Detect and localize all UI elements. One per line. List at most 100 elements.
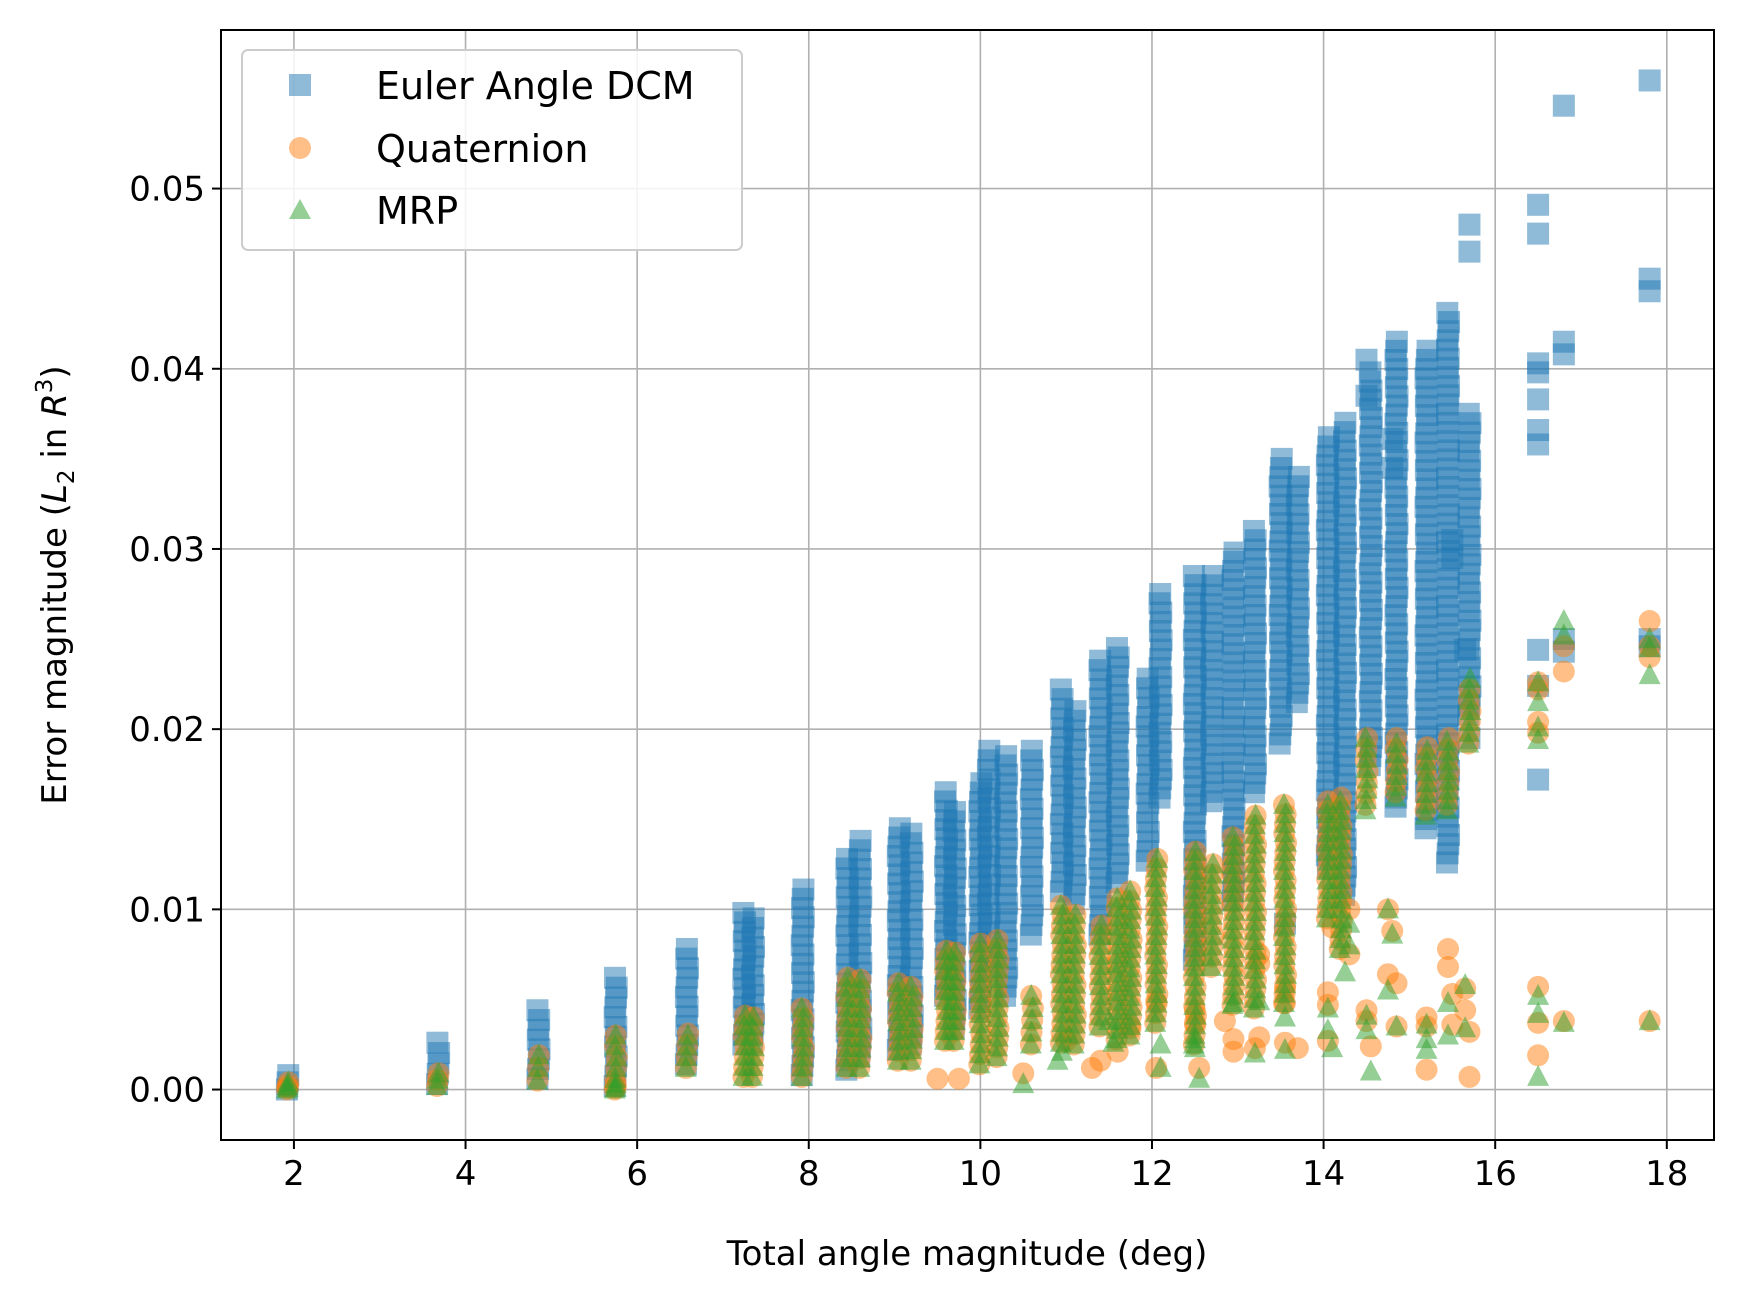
- triangle-marker-series-2: [836, 965, 859, 987]
- circle-marker-series-1: [1527, 1044, 1550, 1067]
- square-marker-series-0: [1638, 280, 1661, 303]
- triangle-marker-series-2: [1222, 991, 1245, 1013]
- square-marker-series-0: [1182, 564, 1205, 587]
- triangle-marker-series-2: [1020, 1020, 1043, 1042]
- square-marker-series-0: [849, 829, 872, 852]
- triangle-marker-series-2: [1457, 731, 1480, 753]
- square-marker-series-0: [1064, 700, 1087, 723]
- triangle-marker-series-2: [1454, 973, 1477, 995]
- triangle-marker-series-2: [1527, 715, 1550, 737]
- square-marker-series-0: [1270, 447, 1293, 470]
- square-marker-series-0: [1416, 339, 1439, 362]
- triangle-marker-series-2: [1019, 1032, 1042, 1054]
- y-tick-label: 0.01: [129, 890, 205, 930]
- triangle-marker-series-2: [1273, 1005, 1296, 1027]
- circle-marker-series-1: [1458, 1065, 1481, 1088]
- triangle-marker-series-2: [1272, 792, 1295, 814]
- triangle-marker-series-2: [899, 1048, 922, 1070]
- triangle-marker-series-2: [1149, 1032, 1172, 1054]
- square-marker-series-0: [1020, 739, 1043, 762]
- circle-marker-series-1: [1437, 956, 1460, 979]
- triangle-marker-series-2: [1020, 983, 1043, 1005]
- plot-frame: [220, 29, 1715, 1141]
- triangle-marker-series-2: [1414, 760, 1437, 782]
- triangle-marker-series-2: [1090, 913, 1113, 935]
- triangle-marker-series-2: [1376, 897, 1399, 919]
- triangle-marker-series-2: [1359, 1059, 1382, 1081]
- square-marker-series-0: [792, 878, 815, 901]
- triangle-marker-series-2: [899, 974, 922, 996]
- square-marker-series-0: [1638, 69, 1661, 92]
- x-tick-label: 8: [798, 1154, 820, 1194]
- legend-square-marker: [289, 74, 311, 96]
- legend-triangle-marker: [289, 199, 311, 219]
- triangle-marker-series-2: [1183, 1036, 1206, 1058]
- triangle-marker-series-2: [1527, 1064, 1550, 1086]
- square-marker-series-0: [1458, 240, 1481, 263]
- triangle-marker-series-2: [943, 940, 966, 962]
- triangle-marker-series-2: [1454, 1016, 1477, 1038]
- triangle-marker-series-2: [1552, 609, 1575, 631]
- triangle-marker-series-2: [527, 1043, 550, 1065]
- triangle-marker-series-2: [674, 1055, 697, 1077]
- circle-marker-series-1: [1248, 1026, 1271, 1049]
- triangle-marker-series-2: [900, 1006, 923, 1028]
- axis-ticks: 2 4 6 8 10 12 14 16 18 0.00 0.01 0.02 0.03 0.04 0.05: [129, 170, 1688, 1194]
- y-tick-label: 0.02: [129, 710, 205, 750]
- triangle-marker-series-2: [676, 1023, 699, 1045]
- triangle-marker-series-2: [1384, 742, 1407, 764]
- square-marker-series-0: [742, 907, 765, 930]
- legend-box: [241, 49, 743, 251]
- triangle-marker-series-2: [1338, 933, 1361, 955]
- triangle-marker-series-2: [900, 1038, 923, 1060]
- square-marker-series-0: [1381, 456, 1404, 479]
- square-marker-series-0: [1355, 384, 1378, 407]
- legend-label-euler: Euler Angle DCM: [376, 64, 695, 108]
- square-marker-series-0: [1527, 361, 1550, 384]
- circle-marker-series-1: [947, 1067, 970, 1090]
- triangle-marker-series-2: [1527, 983, 1550, 1005]
- square-marker-series-0: [1385, 330, 1408, 353]
- triangle-marker-series-2: [1638, 636, 1661, 658]
- triangle-marker-series-2: [1415, 749, 1438, 771]
- legend-circle-marker: [289, 137, 311, 159]
- x-tick-label: 14: [1302, 1154, 1345, 1194]
- triangle-marker-series-2: [1459, 699, 1482, 721]
- triangle-marker-series-2: [901, 1027, 924, 1049]
- square-marker-series-0: [1527, 193, 1550, 216]
- triangle-marker-series-2: [969, 931, 992, 953]
- square-marker-series-0: [995, 745, 1018, 768]
- triangle-marker-series-2: [1527, 670, 1550, 692]
- triangle-marker-series-2: [605, 1045, 628, 1067]
- triangle-marker-series-2: [676, 1034, 699, 1056]
- triangle-marker-series-2: [790, 996, 813, 1018]
- y-tick-label: 0.00: [129, 1071, 205, 1111]
- triangle-marker-series-2: [675, 1045, 698, 1067]
- triangle-marker-series-2: [1552, 1010, 1575, 1032]
- triangle-marker-series-2: [1202, 852, 1225, 874]
- square-marker-series-0: [1089, 649, 1112, 672]
- triangle-marker-series-2: [1221, 825, 1244, 847]
- triangle-marker-series-2: [1416, 738, 1439, 760]
- x-tick-label: 4: [455, 1154, 477, 1194]
- triangle-marker-series-2: [1273, 1037, 1296, 1059]
- triangle-marker-series-2: [1329, 789, 1352, 811]
- triangle-marker-series-2: [1243, 1041, 1266, 1063]
- triangle-marker-series-2: [1385, 774, 1408, 796]
- square-marker-series-0: [1287, 465, 1310, 488]
- triangle-marker-series-2: [1146, 846, 1169, 868]
- triangle-marker-series-2: [1415, 782, 1438, 804]
- triangle-marker-series-2: [887, 971, 910, 993]
- circle-marker-series-1: [1213, 1010, 1236, 1033]
- y-axis-label: Error magnitude (L2 in R3): [32, 365, 80, 804]
- triangle-marker-series-2: [1321, 1036, 1344, 1058]
- triangle-marker-series-2: [1064, 902, 1087, 924]
- triangle-marker-series-2: [1376, 978, 1399, 1000]
- square-marker-series-0: [675, 937, 698, 960]
- triangle-marker-series-2: [900, 995, 923, 1017]
- triangle-marker-series-2: [1050, 1039, 1073, 1061]
- triangle-marker-series-2: [1384, 785, 1407, 807]
- square-marker-series-0: [934, 781, 957, 804]
- triangle-marker-series-2: [1527, 1001, 1550, 1023]
- triangle-marker-series-2: [1457, 688, 1480, 710]
